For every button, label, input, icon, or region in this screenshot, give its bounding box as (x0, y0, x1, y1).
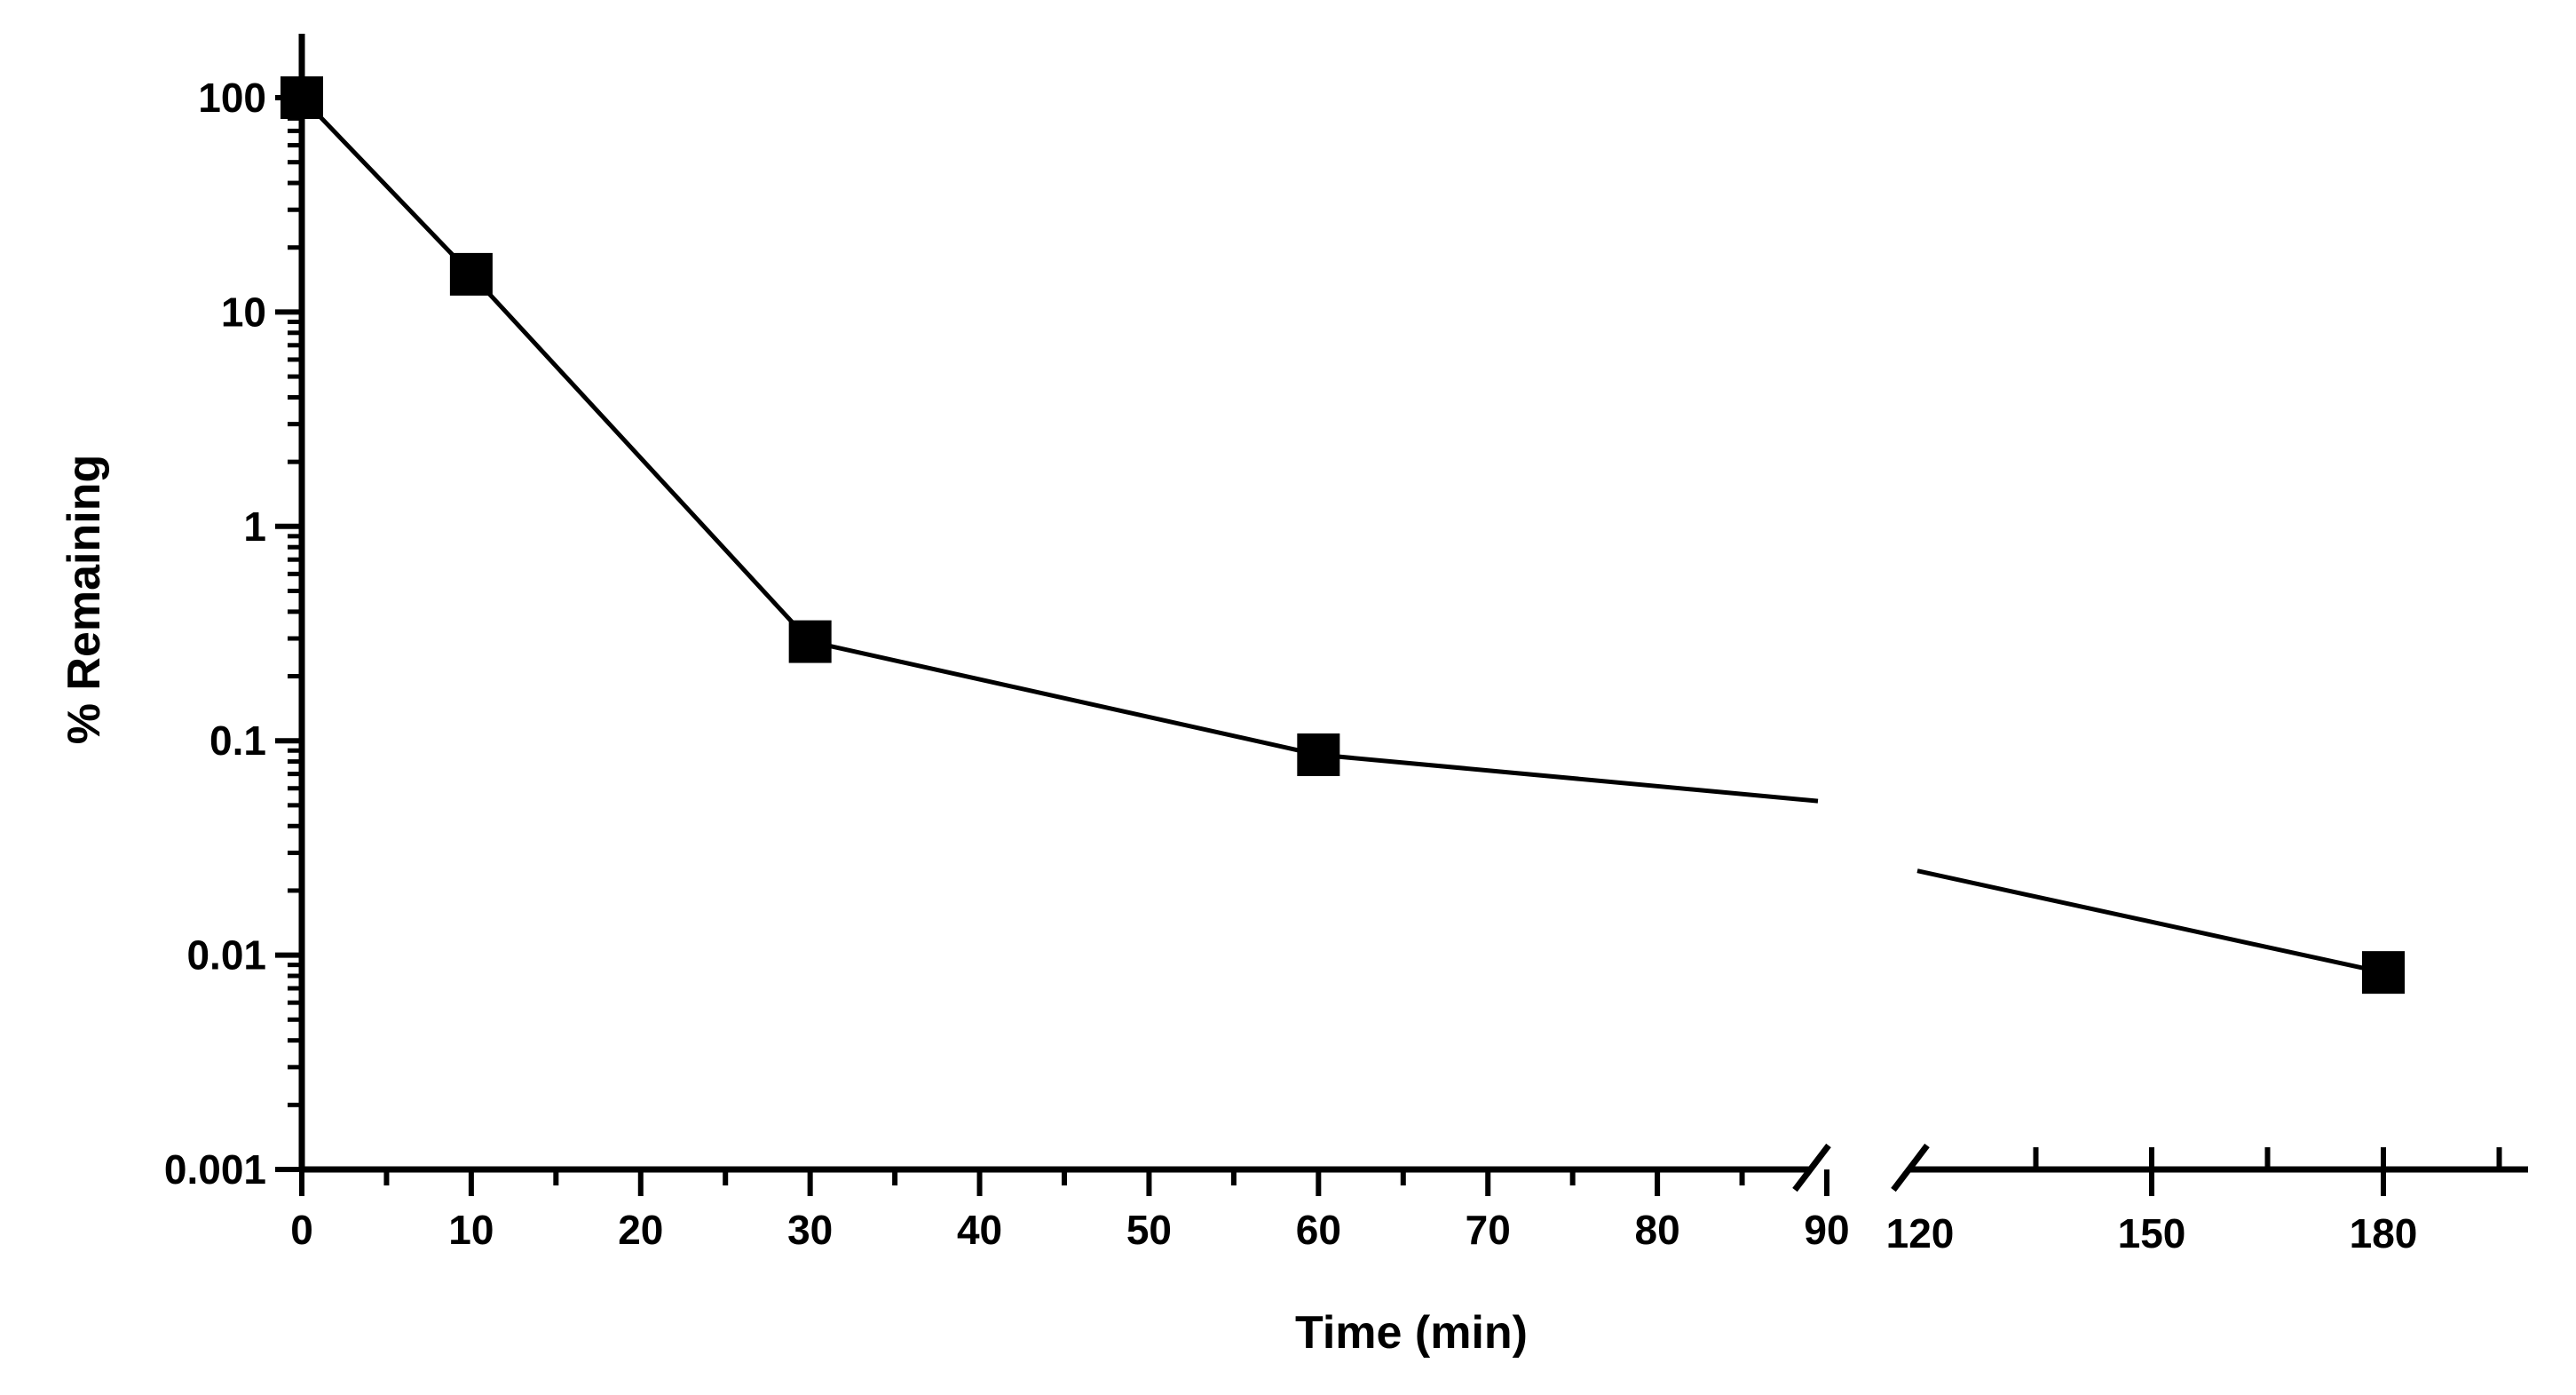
x-tick-label: 180 (2350, 1210, 2418, 1256)
data-point-marker (788, 620, 832, 663)
series-line-segment (300, 96, 473, 276)
x-tick-label: 150 (2118, 1210, 2186, 1256)
x-tick-label: 50 (1126, 1207, 1172, 1253)
ticks (275, 95, 2502, 1196)
data-point-marker (281, 76, 323, 119)
y-tick-label: 1 (243, 503, 266, 550)
series-line-segment (1916, 868, 2384, 975)
data-point-marker (2362, 951, 2405, 995)
y-axis-title: % Remaining (59, 455, 110, 745)
x-tick-label: 80 (1635, 1207, 1680, 1253)
data-point-marker (449, 252, 493, 296)
x-tick-label: 90 (1804, 1207, 1849, 1253)
x-tick-label: 70 (1466, 1207, 1511, 1253)
series-line-segment (1318, 752, 1819, 804)
series (281, 76, 2405, 995)
axis-break-mark-right (1891, 1143, 1930, 1193)
axes (298, 34, 2528, 1193)
labels: 0.001 0.01 0.1 1 10 100 0 10 20 30 40 50 60 70 80 90 120… (164, 75, 2418, 1256)
x-tick-label: 20 (618, 1207, 663, 1253)
x-tick-label: 60 (1296, 1207, 1341, 1253)
y-tick-label: 0.1 (209, 717, 266, 764)
x-axis-title: Time (min) (1295, 1307, 1528, 1359)
series-line-segment (810, 639, 1319, 757)
data-point-marker (1297, 733, 1340, 777)
axis-break-mark-left (1792, 1143, 1831, 1193)
x-tick-label: 30 (787, 1207, 833, 1253)
y-tick-label: 100 (198, 75, 266, 121)
y-tick-label: 10 (221, 289, 266, 335)
y-tick-label: 0.01 (186, 932, 266, 979)
x-tick-label: 0 (290, 1207, 313, 1253)
series-line-segment (470, 273, 812, 644)
x-tick-label: 10 (448, 1207, 494, 1253)
x-tick-label: 120 (1886, 1210, 1955, 1256)
y-tick-label: 0.001 (164, 1146, 266, 1193)
x-tick-label: 40 (957, 1207, 1002, 1253)
